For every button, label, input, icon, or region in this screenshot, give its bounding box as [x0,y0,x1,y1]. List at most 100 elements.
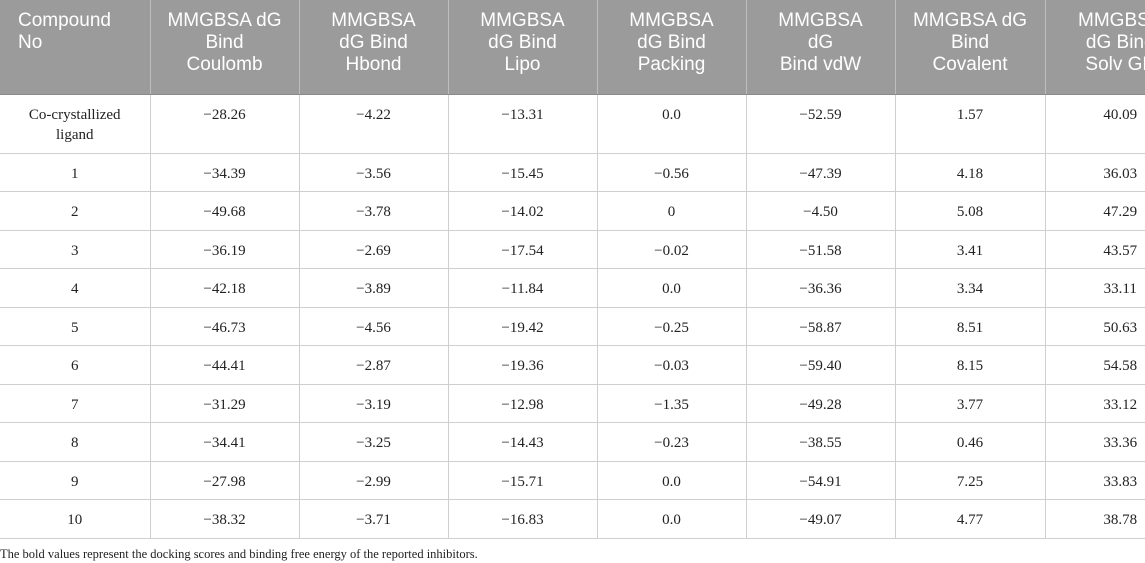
value-cell: 54.58 [1045,345,1145,385]
header-row: Compound No MMGBSA dG Bind Coulomb MMGBSA dG B… [0,0,1145,95]
value-cell: 3.34 [895,268,1046,308]
value-cell: −59.40 [746,345,896,385]
value-cell: 1.57 [895,94,1046,154]
value-cell: 0.0 [597,461,747,500]
value-cell: −31.29 [150,384,300,423]
value-cell: −47.39 [746,153,896,192]
value-cell: 36.03 [1045,153,1145,192]
value-cell: 33.83 [1045,461,1145,500]
value-cell: −3.25 [299,422,449,462]
compound-id-cell: 10 [0,499,151,539]
value-cell: −44.41 [150,345,300,385]
compound-id-cell: 3 [0,230,151,269]
value-cell: −2.69 [299,230,449,269]
compound-id-cell: 5 [0,307,151,346]
table-row: 10 −38.32 −3.71 −16.83 0.0 −49.07 4.77 38.78 [0,499,1145,539]
compound-id-cell: 6 [0,345,151,385]
value-cell: 50.63 [1045,307,1145,346]
value-cell: 0.0 [597,499,747,539]
table-row: 1 −34.39 −3.56 −15.45 −0.56 −47.39 4.18 36.03 [0,153,1145,192]
value-cell: 0.0 [597,268,747,308]
compound-id-cell: 4 [0,268,151,308]
value-cell: −36.36 [746,268,896,308]
value-cell: 33.11 [1045,268,1145,308]
value-cell: −14.02 [448,191,598,231]
value-cell: −54.91 [746,461,896,500]
value-cell: −19.36 [448,345,598,385]
table-row: 9 −27.98 −2.99 −15.71 0.0 −54.91 7.25 33.83 [0,461,1145,500]
value-cell: −52.59 [746,94,896,154]
value-cell: −51.58 [746,230,896,269]
header-hbond: MMGBSA dG Bind Hbond [299,0,449,95]
value-cell: 0 [597,191,747,231]
table-row: 3 −36.19 −2.69 −17.54 −0.02 −51.58 3.41 43.57 [0,230,1145,269]
header-vdw: MMGBSA dG Bind vdW [746,0,896,95]
value-cell: −0.56 [597,153,747,192]
value-cell: −0.23 [597,422,747,462]
value-cell: −4.50 [746,191,896,231]
value-cell: −13.31 [448,94,598,154]
value-cell: 33.12 [1045,384,1145,423]
value-cell: −0.25 [597,307,747,346]
value-cell: −2.87 [299,345,449,385]
results-table-container: Compound No MMGBSA dG Bind Coulomb MMGBSA dG B… [0,0,1145,539]
compound-id-cell: 7 [0,384,151,423]
table-row: Co-crystallized ligand −28.26 −4.22 −13.31 0.… [0,94,1145,154]
value-cell: −16.83 [448,499,598,539]
header-compound-no: Compound No [0,0,151,95]
table-header: Compound No MMGBSA dG Bind Coulomb MMGBSA dG B… [0,0,1145,95]
value-cell: 4.77 [895,499,1046,539]
table-row: 4 −42.18 −3.89 −11.84 0.0 −36.36 3.34 33.11 [0,268,1145,308]
table-row: 6 −44.41 −2.87 −19.36 −0.03 −59.40 8.15 54.58 [0,345,1145,385]
value-cell: −4.22 [299,94,449,154]
value-cell: −3.56 [299,153,449,192]
value-cell: −11.84 [448,268,598,308]
value-cell: 3.77 [895,384,1046,423]
value-cell: −1.35 [597,384,747,423]
value-cell: −34.39 [150,153,300,192]
value-cell: −12.98 [448,384,598,423]
value-cell: −58.87 [746,307,896,346]
value-cell: 33.36 [1045,422,1145,462]
value-cell: −34.41 [150,422,300,462]
value-cell: −42.18 [150,268,300,308]
value-cell: −0.03 [597,345,747,385]
compound-id-cell: Co-crystallized ligand [0,94,151,154]
value-cell: −49.68 [150,191,300,231]
value-cell: −3.89 [299,268,449,308]
value-cell: −2.99 [299,461,449,500]
value-cell: −15.71 [448,461,598,500]
table-row: 2 −49.68 −3.78 −14.02 0 −4.50 5.08 47.29 [0,191,1145,231]
value-cell: −38.55 [746,422,896,462]
value-cell: −3.78 [299,191,449,231]
value-cell: 40.09 [1045,94,1145,154]
value-cell: 3.41 [895,230,1046,269]
compound-id-cell: 8 [0,422,151,462]
mmgbsa-results-table: Compound No MMGBSA dG Bind Coulomb MMGBSA dG B… [0,0,1145,539]
value-cell: 5.08 [895,191,1046,231]
value-cell: 38.78 [1045,499,1145,539]
value-cell: −49.07 [746,499,896,539]
value-cell: −3.19 [299,384,449,423]
value-cell: 7.25 [895,461,1046,500]
value-cell: −17.54 [448,230,598,269]
compound-id-cell: 2 [0,191,151,231]
value-cell: −28.26 [150,94,300,154]
table-footnote: The bold values represent the docking sc… [0,547,478,561]
table-row: 8 −34.41 −3.25 −14.43 −0.23 −38.55 0.46 33.36 [0,422,1145,462]
value-cell: −4.56 [299,307,449,346]
value-cell: 8.51 [895,307,1046,346]
compound-id-cell: 1 [0,153,151,192]
table-body: Co-crystallized ligand −28.26 −4.22 −13.31 0.… [0,94,1145,539]
value-cell: −49.28 [746,384,896,423]
value-cell: 47.29 [1045,191,1145,231]
value-cell: −46.73 [150,307,300,346]
value-cell: 0.46 [895,422,1046,462]
header-covalent: MMGBSA dG Bind Covalent [895,0,1046,95]
header-packing: MMGBSA dG Bind Packing [597,0,747,95]
value-cell: −38.32 [150,499,300,539]
table-row: 5 −46.73 −4.56 −19.42 −0.25 −58.87 8.51 50.63 [0,307,1145,346]
value-cell: 0.0 [597,94,747,154]
value-cell: −36.19 [150,230,300,269]
